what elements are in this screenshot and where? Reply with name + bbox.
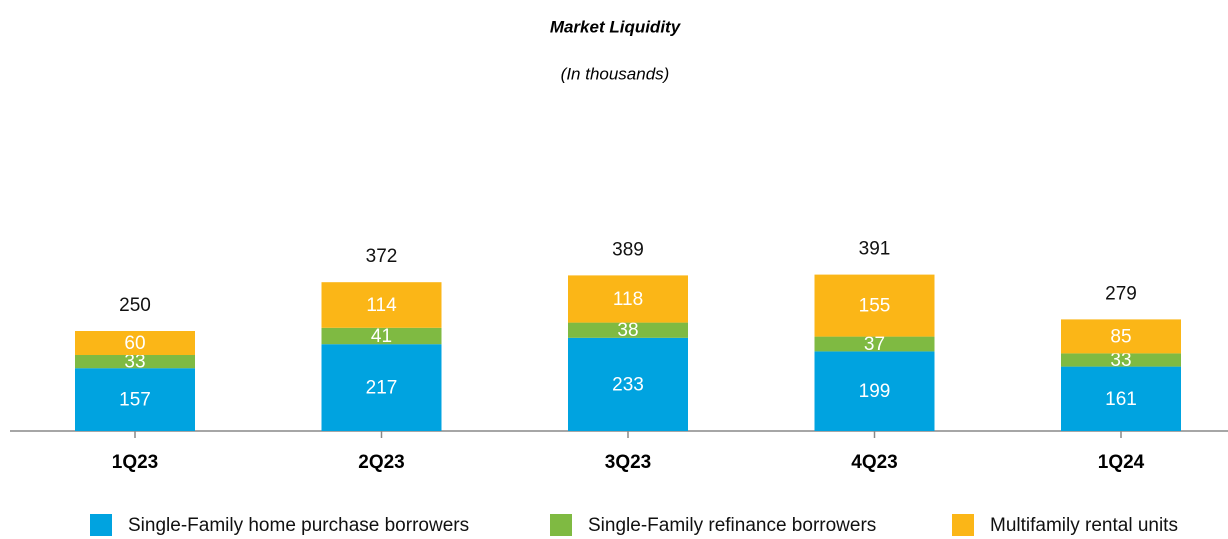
total-label: 250 — [119, 295, 151, 316]
value-label: 60 — [124, 333, 145, 354]
value-label: 199 — [859, 381, 891, 402]
bar-segment — [75, 331, 195, 355]
value-label: 85 — [1110, 326, 1131, 347]
x-tick-label: 1Q24 — [1098, 452, 1145, 473]
value-label: 161 — [1105, 389, 1137, 410]
x-tick-label: 3Q23 — [605, 452, 651, 473]
value-label: 38 — [617, 320, 638, 341]
legend-label: Single-Family refinance borrowers — [588, 515, 876, 536]
x-tick-label: 2Q23 — [358, 452, 404, 473]
x-tick-label: 4Q23 — [851, 452, 897, 473]
total-label: 372 — [366, 246, 398, 267]
bar-segment — [321, 327, 442, 345]
value-label: 33 — [1110, 350, 1131, 371]
total-label: 391 — [859, 239, 891, 260]
bar-segment — [568, 337, 688, 431]
bar-segment — [814, 351, 935, 431]
value-label: 155 — [859, 296, 891, 317]
bar-segment — [814, 274, 935, 337]
chart-title: Market Liquidity — [550, 17, 682, 36]
bar-segment — [75, 355, 195, 369]
chart-subtitle: (In thousands) — [561, 64, 670, 83]
legend-swatch — [952, 514, 974, 536]
bar-segment — [568, 322, 688, 338]
legend-swatch — [90, 514, 112, 536]
bar-segment — [814, 336, 935, 352]
bar-segment — [1061, 353, 1181, 367]
legend-label: Single-Family home purchase borrowers — [128, 515, 469, 536]
x-tick-label: 1Q23 — [112, 452, 158, 473]
bar-segment — [321, 344, 442, 431]
total-label: 279 — [1105, 283, 1137, 304]
bar-segment — [1061, 319, 1181, 354]
value-label: 114 — [366, 295, 397, 316]
total-label: 389 — [612, 239, 644, 260]
legend-swatch — [550, 514, 572, 536]
bar-segment — [1061, 366, 1181, 431]
legend-label: Multifamily rental units — [990, 515, 1178, 536]
value-label: 37 — [864, 334, 885, 355]
bar-segment — [321, 282, 442, 328]
bar-segment — [75, 368, 195, 431]
value-label: 217 — [366, 378, 398, 399]
value-label: 41 — [371, 326, 392, 347]
value-label: 33 — [124, 352, 145, 373]
value-label: 233 — [612, 374, 644, 395]
bar-segment — [568, 275, 688, 323]
value-label: 157 — [119, 390, 151, 411]
value-label: 118 — [613, 289, 643, 310]
